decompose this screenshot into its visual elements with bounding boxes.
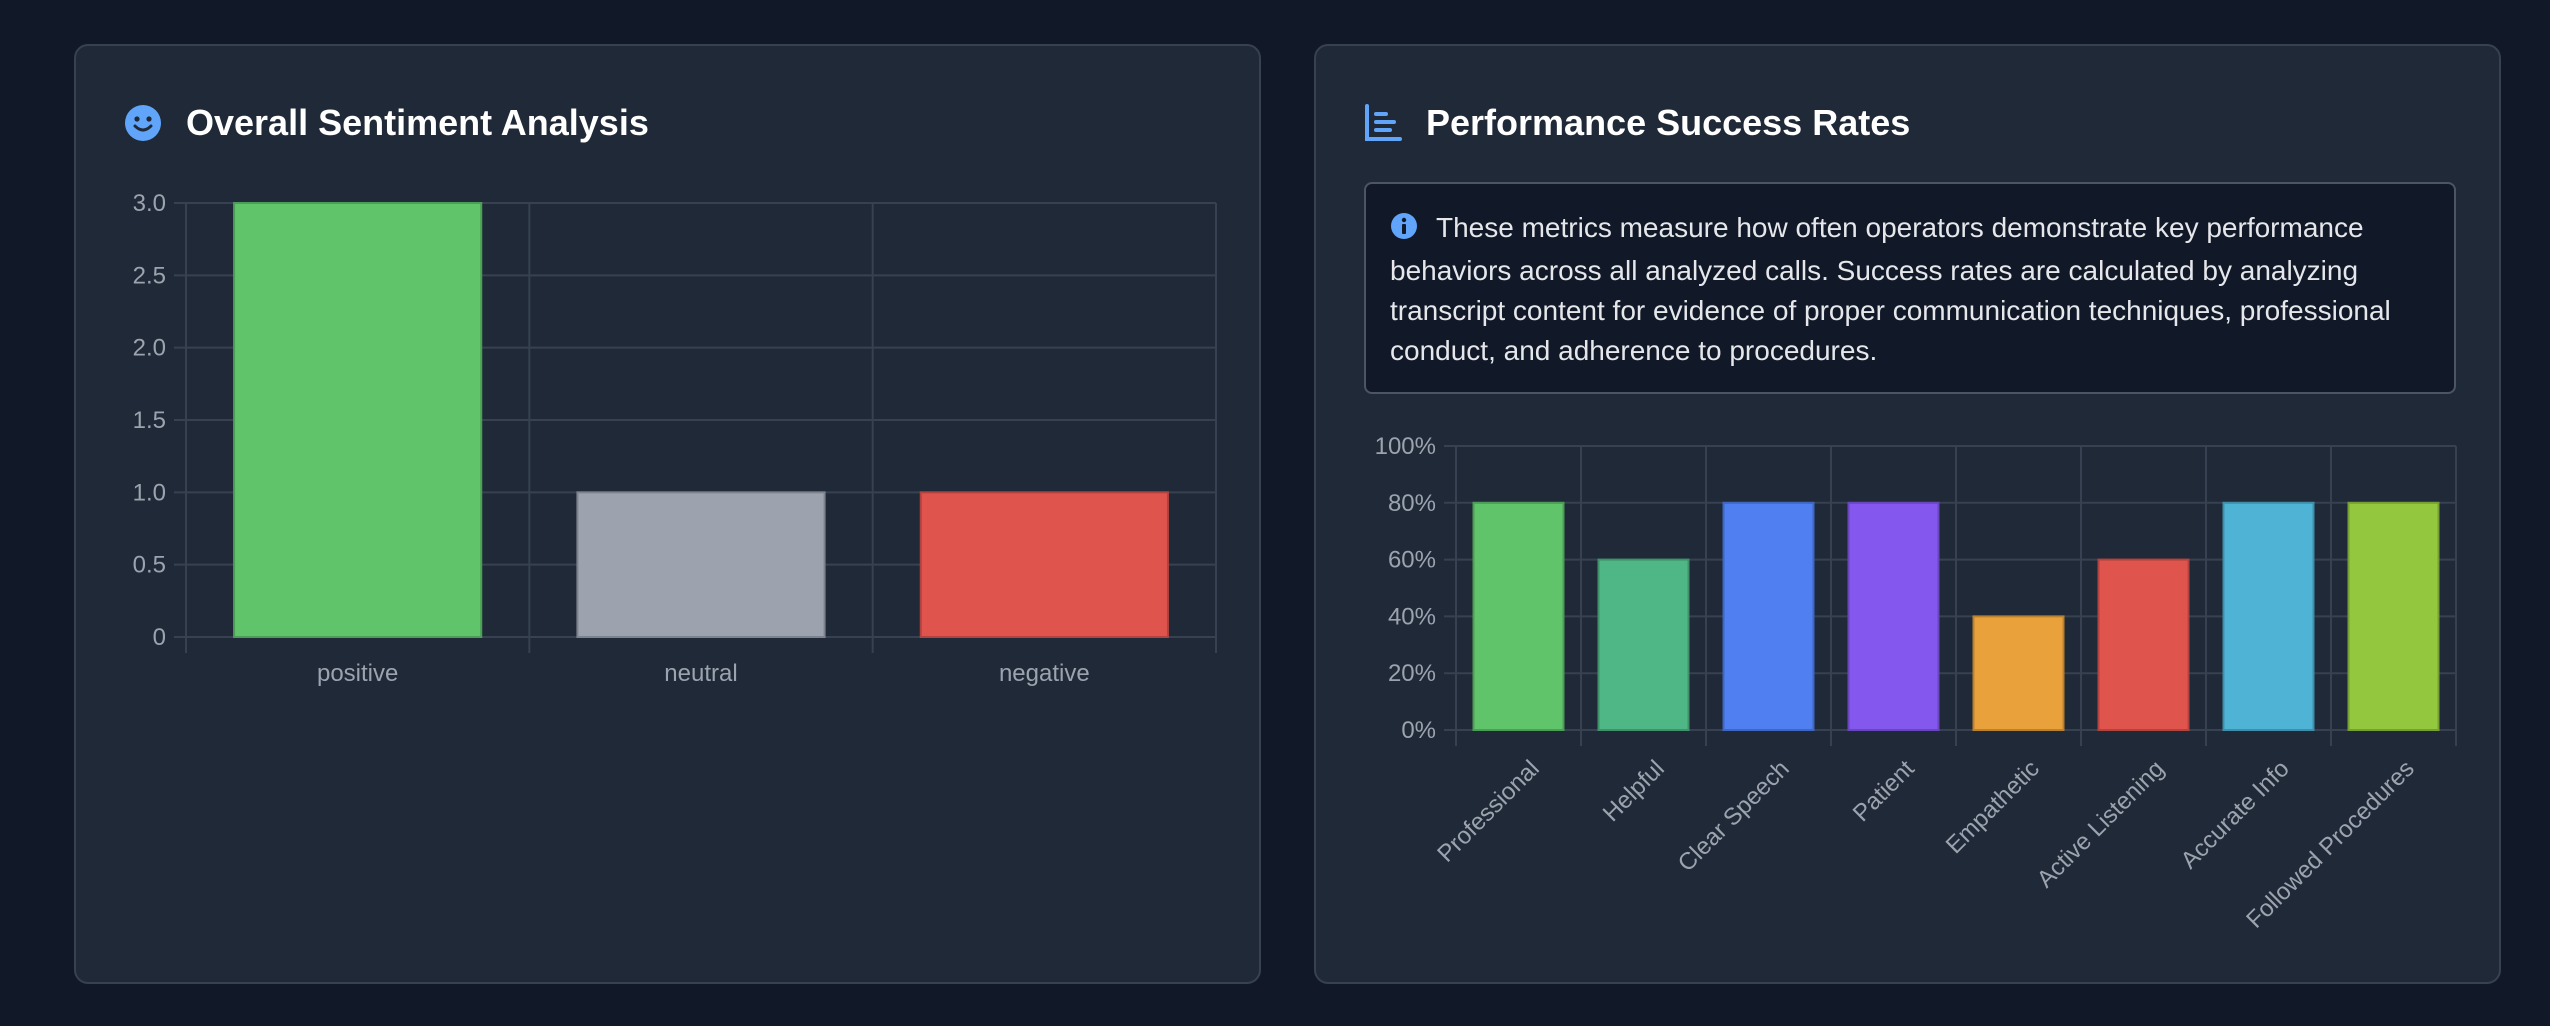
x-tick-label: Helpful bbox=[1598, 755, 1670, 827]
y-tick-label: 0% bbox=[1401, 717, 1436, 744]
bar-professional bbox=[1472, 501, 1565, 731]
bar-negative bbox=[919, 491, 1169, 639]
bar-active-listening bbox=[2097, 558, 2190, 731]
bar-accurate-info bbox=[2222, 501, 2315, 731]
y-tick-label: 1.5 bbox=[133, 407, 166, 434]
x-tick-label: Active Listening bbox=[2032, 755, 2170, 893]
x-tick-label: Patient bbox=[1848, 755, 1920, 827]
bar-helpful bbox=[1597, 558, 1690, 731]
sentiment-chart: 0 0.5 1.0 1.5 2.0 2.5 3.0 positive neutral negati… bbox=[133, 190, 1217, 687]
info-icon bbox=[1390, 211, 1418, 251]
sentiment-card-title: Overall Sentiment Analysis bbox=[186, 102, 649, 143]
x-tick-label: Professional bbox=[1432, 755, 1544, 867]
performance-card-header: Performance Success Rates bbox=[1364, 98, 1910, 148]
y-tick-label: 80% bbox=[1388, 490, 1436, 517]
performance-card: Performance Success Rates These metrics … bbox=[1314, 44, 2501, 984]
performance-card-title: Performance Success Rates bbox=[1426, 102, 1911, 143]
x-tick-label: positive bbox=[317, 660, 398, 687]
y-tick-label: 2.0 bbox=[133, 335, 166, 362]
y-tick-label: 40% bbox=[1388, 603, 1436, 630]
bar-followed-procedures bbox=[2347, 501, 2440, 731]
bar-empathetic bbox=[1972, 615, 2065, 732]
y-tick-label: 60% bbox=[1388, 547, 1436, 574]
y-tick-label: 0 bbox=[153, 624, 166, 651]
info-box: These metrics measure how often operator… bbox=[1364, 182, 2456, 394]
bar-chart-icon bbox=[1364, 104, 1402, 142]
smiley-icon bbox=[124, 104, 162, 142]
bar-neutral bbox=[576, 491, 826, 639]
info-text: These metrics measure how often operator… bbox=[1390, 212, 2391, 366]
y-tick-label: 0.5 bbox=[133, 552, 166, 579]
bar-positive bbox=[233, 202, 483, 638]
bar-clear-speech bbox=[1722, 501, 1815, 731]
x-tick-label: negative bbox=[999, 660, 1090, 687]
y-tick-label: 3.0 bbox=[133, 190, 166, 217]
x-tick-label: Accurate Info bbox=[2176, 755, 2295, 874]
x-tick-label: Clear Speech bbox=[1673, 755, 1795, 877]
x-tick-label: Empathetic bbox=[1941, 755, 2045, 859]
y-tick-label: 20% bbox=[1388, 660, 1436, 687]
sentiment-card: Overall Sentiment Analysis 0 0.5 1.0 1.5 2.0… bbox=[74, 44, 1261, 984]
performance-chart: 0% 20% 40% 60% 80% 100% Professional Helpful Cle… bbox=[1375, 433, 2457, 934]
y-tick-label: 1.0 bbox=[133, 479, 166, 506]
y-tick-label: 100% bbox=[1375, 433, 1436, 460]
bar-patient bbox=[1847, 501, 1940, 731]
sentiment-card-header: Overall Sentiment Analysis bbox=[124, 98, 649, 148]
x-tick-label: neutral bbox=[664, 660, 737, 687]
y-tick-label: 2.5 bbox=[133, 262, 166, 289]
